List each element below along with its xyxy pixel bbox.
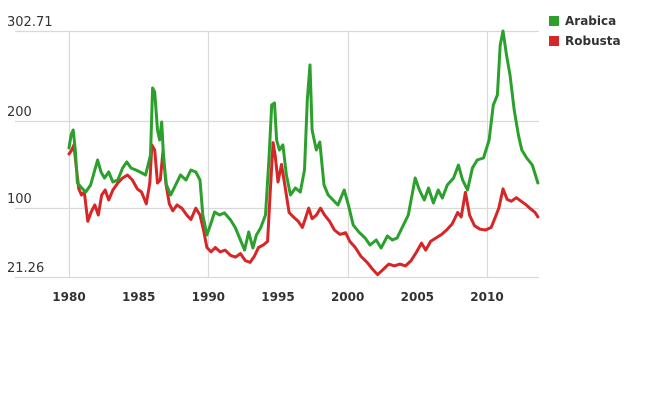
y-tick-label: 21.26: [7, 261, 44, 276]
x-tick-label: 2005: [401, 290, 434, 304]
series-robusta[interactable]: [67, 141, 540, 277]
legend: Arabica Robusta: [549, 11, 621, 51]
x-tick-label: 2010: [470, 290, 503, 304]
x-tick-label: 2000: [331, 290, 364, 304]
x-axis-labels: 1980 1985 1990 1995 2000 2005 2010: [52, 290, 503, 304]
x-tick-label: 1995: [261, 290, 294, 304]
y-tick-label: 200: [7, 105, 32, 120]
series-lines: [67, 29, 540, 277]
y-tick-label: 302.71: [7, 15, 53, 30]
y-tick-label: 100: [7, 192, 32, 207]
robusta-swatch-icon: [549, 36, 559, 46]
grid-lines: [15, 30, 539, 279]
legend-label: Arabica: [565, 14, 617, 28]
series-arabica[interactable]: [67, 29, 540, 252]
legend-item-robusta[interactable]: Robusta: [549, 31, 621, 51]
x-tick-label: 1980: [52, 290, 85, 304]
arabica-swatch-icon: [549, 16, 559, 26]
legend-item-arabica[interactable]: Arabica: [549, 11, 621, 31]
legend-label: Robusta: [565, 34, 621, 48]
x-tick-label: 1990: [192, 290, 225, 304]
x-tick-label: 1985: [122, 290, 155, 304]
y-axis-labels: 302.71 200 100 21.26: [7, 15, 53, 276]
